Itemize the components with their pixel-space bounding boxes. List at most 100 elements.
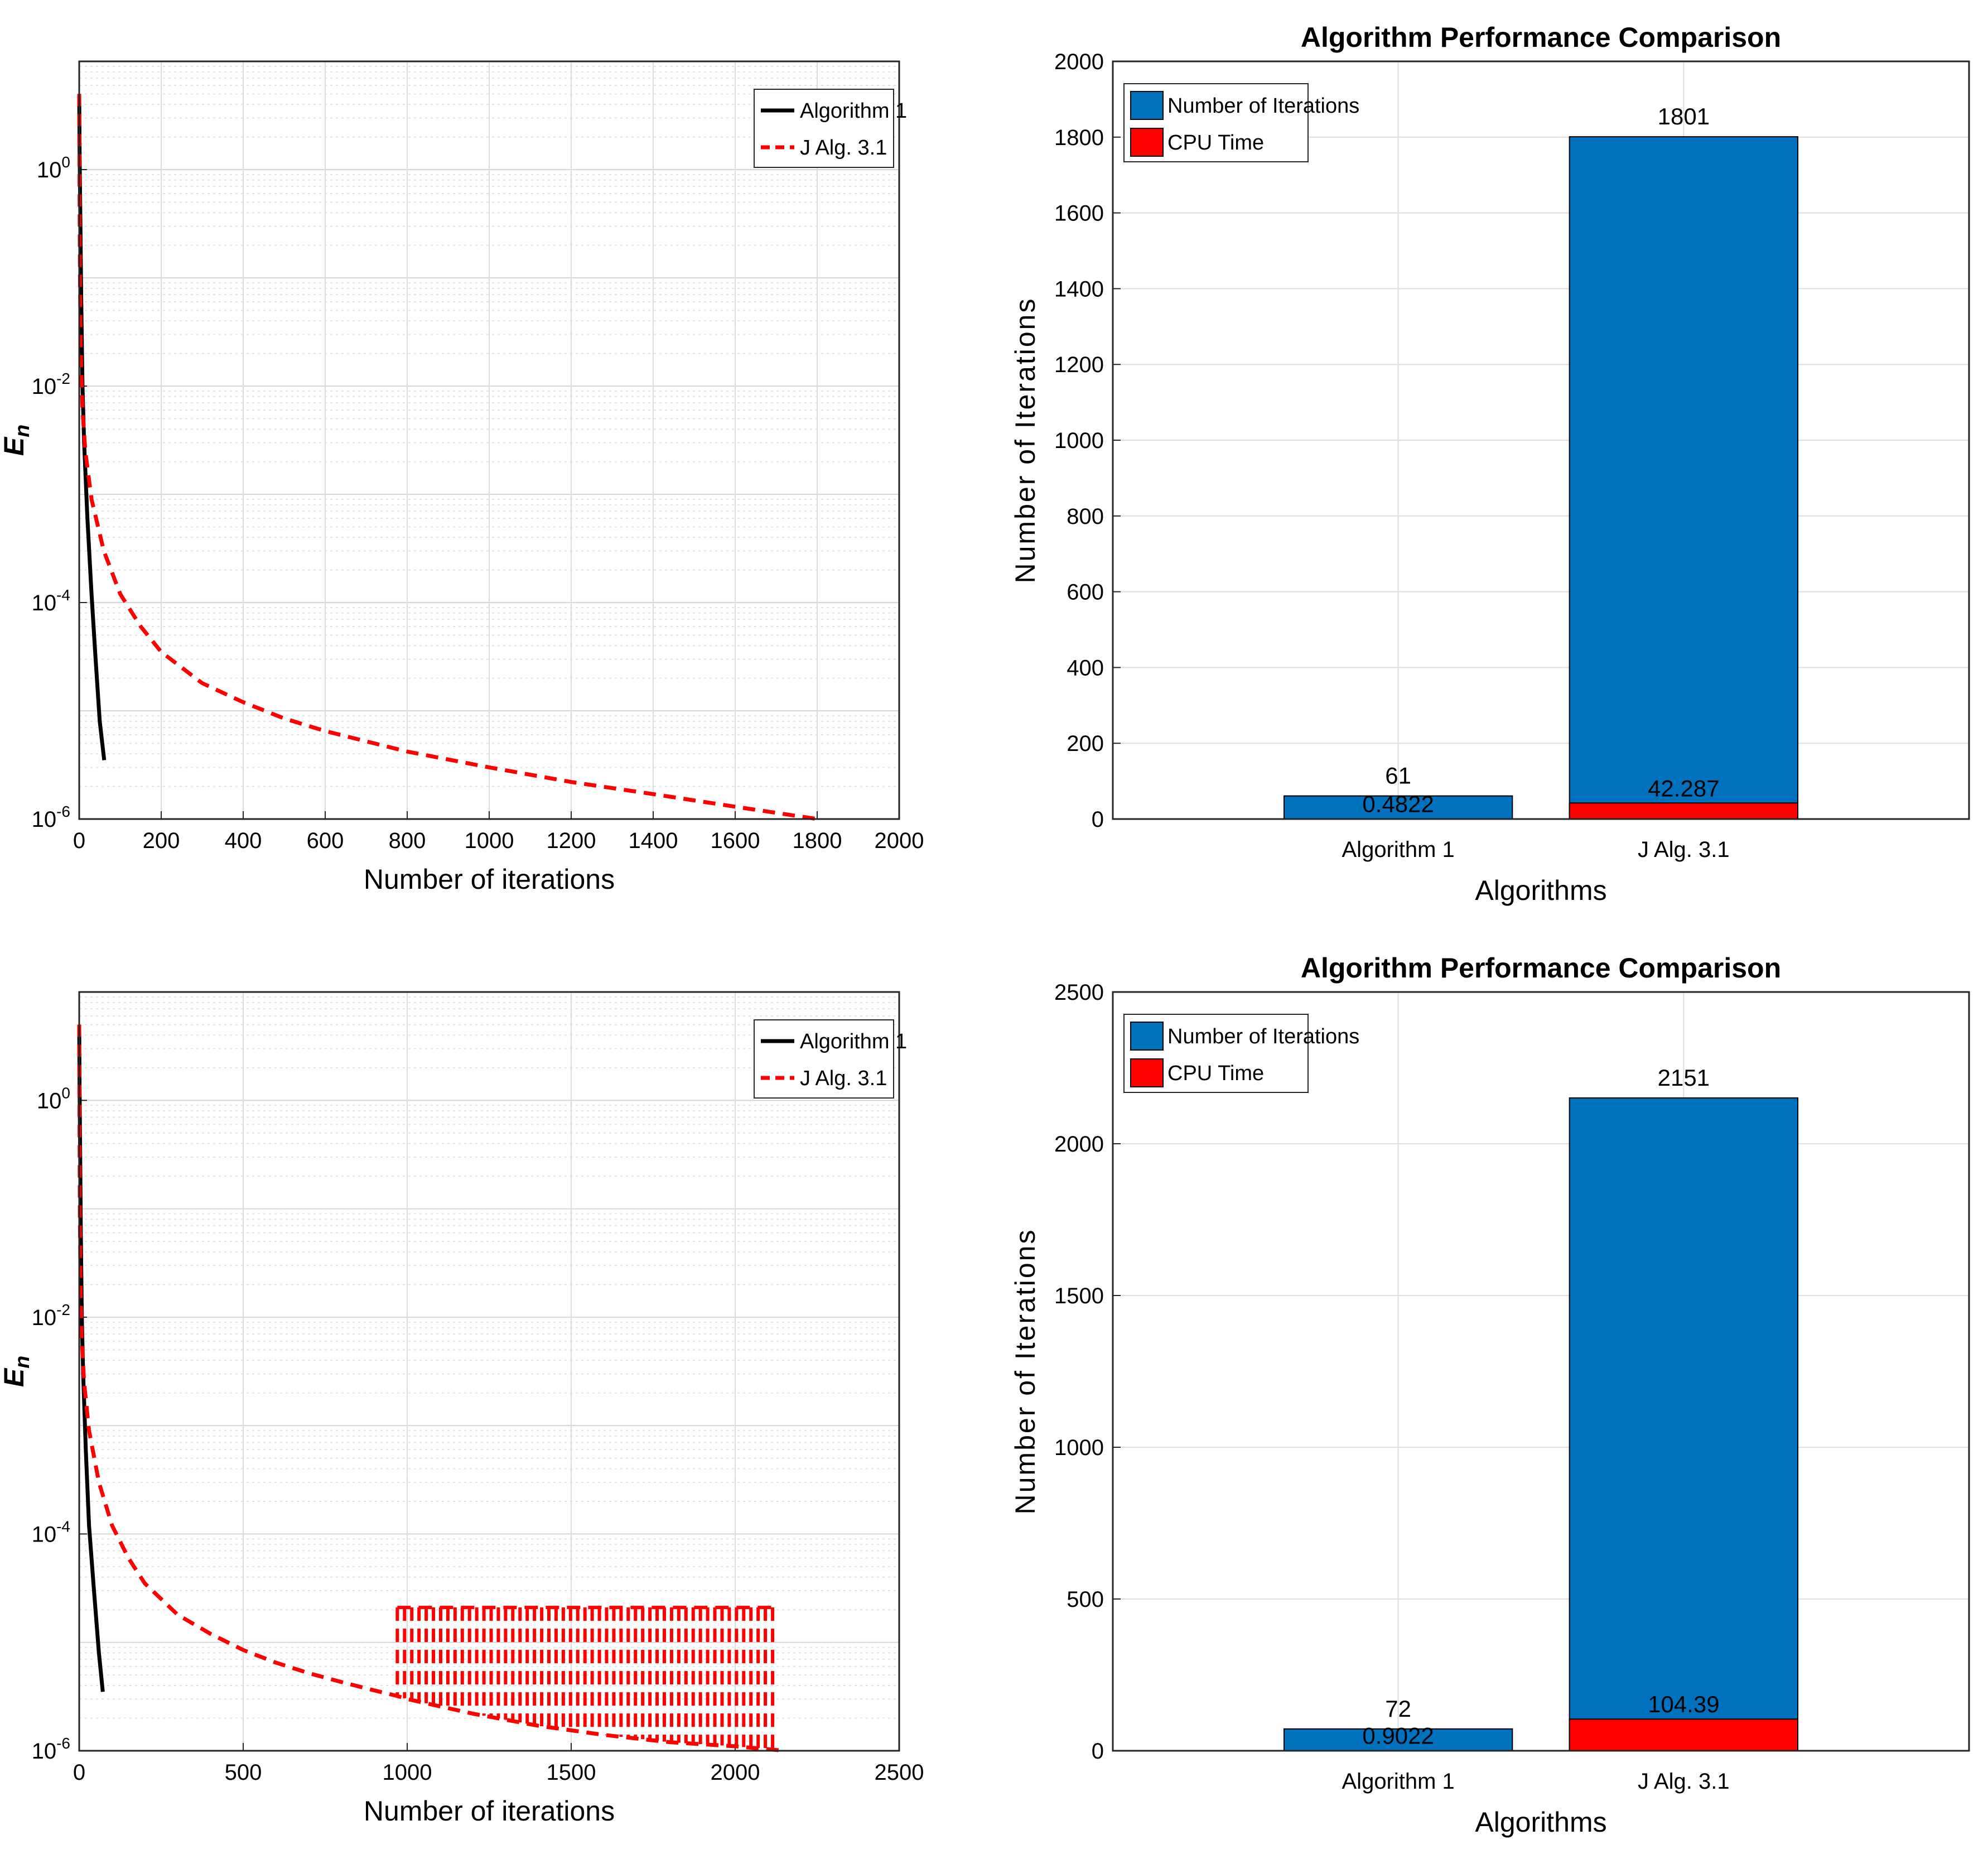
bar-iterations [1283, 1728, 1513, 1752]
legend: Number of Iterations CPU Time [1123, 83, 1359, 162]
y-tick-label: 0 [1092, 807, 1104, 832]
x-tick-label: 200 [143, 829, 180, 853]
category-label: Algorithm 1 [1342, 1769, 1455, 1794]
y-tick-label: 2000 [1054, 1132, 1104, 1157]
x-tick-label: 0 [73, 1760, 85, 1785]
legend-box [754, 89, 894, 168]
data-label-iterations: 61 [1385, 763, 1411, 789]
data-label-iterations: 2151 [1658, 1065, 1710, 1091]
plot-area [1113, 992, 1969, 1751]
x-tick-label: 2500 [875, 1760, 924, 1785]
y-tick-label: 1000 [1054, 1436, 1104, 1460]
legend-box [754, 1019, 894, 1099]
y-tick-label: 1800 [1054, 126, 1104, 150]
y-tick-label: 1000 [1054, 428, 1104, 453]
y-tick-label: 2500 [1054, 980, 1104, 1005]
legend: Algorithm 1 J Alg. 3.1 [754, 1019, 907, 1099]
performance-bar-chart-bottom: 0 500 1000 1500 2000 2500 720.9022 Algorithm 1 2… [1010, 952, 1970, 1838]
y-tick-label: 1400 [1054, 277, 1104, 301]
x-axis-label: Algorithms [1475, 1807, 1606, 1838]
x-axis-label: Number of iterations [364, 864, 615, 895]
y-tick-label: 200 [1067, 731, 1104, 756]
axes-box [1112, 991, 1970, 1752]
x-tick-label: 0 [73, 829, 85, 853]
legend: Algorithm 1 J Alg. 3.1 [754, 89, 907, 168]
convergence-plot-top: 0 200 400 600 800 1000 1200 1400 1600 1800 2000 100… [0, 60, 924, 895]
x-axis-label: Algorithms [1475, 875, 1606, 906]
y-tick-label: 800 [1067, 504, 1104, 529]
y-tick-label: 1200 [1054, 353, 1104, 377]
legend: Number of Iterations CPU Time [1123, 1014, 1359, 1093]
data-label-iterations: 72 [1385, 1696, 1411, 1722]
bar-iterations [1569, 136, 1799, 820]
y-tick-label: 10-6 [32, 803, 70, 832]
y-tick-label: 600 [1067, 580, 1104, 605]
y-tick-label: 100 [37, 153, 70, 182]
legend-swatch [1130, 1022, 1164, 1051]
series-line-j-alg-3-1 [77, 1024, 785, 1753]
y-tick-label: 2000 [1054, 50, 1104, 74]
y-axis-label: En [0, 425, 33, 456]
data-label-cpu-time: 0.9022 [1362, 1723, 1434, 1749]
y-tick-label: 0 [1092, 1739, 1104, 1764]
legend-label: CPU Time [1167, 131, 1264, 155]
y-tick-label: 10-4 [32, 586, 70, 615]
data-label-cpu-time: 104.39 [1648, 1691, 1719, 1717]
chart-title: Algorithm Performance Comparison [1301, 22, 1781, 53]
x-tick-label: 2000 [711, 1760, 760, 1785]
x-tick-label: 2000 [875, 829, 924, 853]
oscillation-segment [395, 1606, 778, 1750]
bar-cpu-time [1569, 802, 1799, 820]
y-tick-label: 1600 [1054, 201, 1104, 226]
y-axis-label: Number of Iterations [1010, 1229, 1041, 1515]
x-tick-label: 1400 [629, 829, 678, 853]
x-axis-label: Number of iterations [364, 1795, 615, 1827]
legend-label: Number of Iterations [1167, 1025, 1359, 1048]
x-tick-label: 1800 [793, 829, 842, 853]
bar-cpu-time [1569, 1718, 1799, 1752]
convergence-plot-bottom: 0 500 1000 1500 2000 2500 100 10-2 10-4 10-6 Numbe… [0, 991, 924, 1827]
x-tick-label: 500 [225, 1760, 262, 1785]
y-tick-label: 10-2 [32, 1301, 70, 1330]
legend-label: J Alg. 3.1 [800, 136, 887, 160]
y-axis-label: Number of Iterations [1010, 297, 1041, 584]
category-label: J Alg. 3.1 [1638, 837, 1730, 862]
legend-swatch [1130, 91, 1164, 120]
x-tick-label: 400 [225, 829, 262, 853]
x-tick-label: 1600 [711, 829, 760, 853]
x-tick-label: 1000 [383, 1760, 432, 1785]
y-tick-label: 100 [37, 1084, 70, 1113]
category-label: Algorithm 1 [1342, 837, 1455, 862]
bar-iterations [1569, 1097, 1799, 1751]
x-tick-label: 1500 [547, 1760, 596, 1785]
legend-swatch [1130, 1058, 1164, 1087]
x-tick-label: 800 [389, 829, 426, 853]
axes-box [1112, 60, 1970, 820]
plot-area [79, 992, 899, 1751]
x-tick-label: 1000 [465, 829, 514, 853]
y-axis-label: En [0, 1356, 33, 1387]
legend-label: Number of Iterations [1167, 94, 1359, 118]
performance-bar-chart-top: 0 200 400 600 800 1000 1200 1400 1600 1800 2000 610… [1010, 22, 1970, 906]
data-label-cpu-time: 42.287 [1648, 775, 1719, 801]
y-tick-label: 10-6 [32, 1735, 70, 1764]
y-tick-label: 10-4 [32, 1518, 70, 1547]
legend-swatch [1130, 128, 1164, 157]
axes-box [78, 60, 900, 820]
chart-title: Algorithm Performance Comparison [1301, 952, 1781, 984]
y-tick-label: 10-2 [32, 370, 70, 399]
legend-label: Algorithm 1 [800, 1030, 907, 1053]
y-tick-label: 1500 [1054, 1284, 1104, 1308]
data-label-iterations: 1801 [1658, 103, 1710, 129]
axes-box [78, 991, 900, 1752]
legend-label: J Alg. 3.1 [800, 1067, 887, 1090]
legend-label: Algorithm 1 [800, 99, 907, 123]
y-tick-label: 400 [1067, 656, 1104, 680]
y-tick-label: 500 [1067, 1587, 1104, 1612]
category-label: J Alg. 3.1 [1638, 1769, 1730, 1794]
x-tick-label: 1200 [547, 829, 596, 853]
legend-label: CPU Time [1167, 1062, 1264, 1085]
x-tick-label: 600 [307, 829, 344, 853]
data-label-cpu-time: 0.4822 [1362, 791, 1434, 817]
